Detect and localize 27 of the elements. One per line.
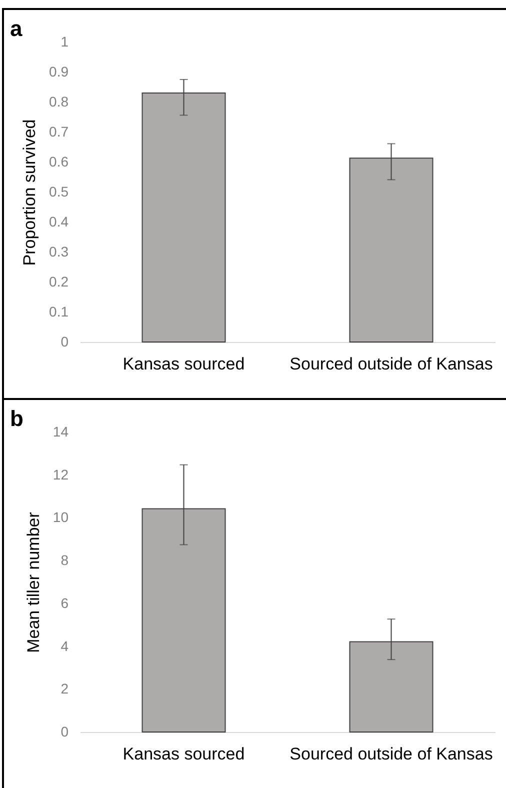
x-tick-label: Kansas sourced bbox=[122, 354, 245, 374]
y-tick-label: 0 bbox=[60, 334, 69, 350]
y-tick-label: 10 bbox=[52, 509, 69, 526]
y-tick-label: 14 bbox=[52, 424, 69, 440]
chart-title: a bbox=[10, 16, 23, 41]
y-tick-label: 0.2 bbox=[49, 274, 69, 290]
y-tick-label: 1 bbox=[60, 34, 69, 50]
y-tick-label: 4 bbox=[60, 638, 69, 654]
x-tick-label: Sourced outside of Kansas bbox=[290, 744, 493, 764]
y-tick-label: 0.8 bbox=[49, 94, 69, 110]
y-tick-label: 0 bbox=[60, 724, 69, 740]
y-tick-label: 0.6 bbox=[49, 154, 69, 170]
y-axis-title: Proportion survived bbox=[20, 119, 40, 266]
y-tick-label: 0.1 bbox=[49, 304, 69, 320]
y-tick-label: 2 bbox=[60, 680, 69, 697]
y-tick-label: 0.9 bbox=[49, 64, 69, 80]
y-tick-label: 12 bbox=[52, 466, 69, 482]
y-tick-label: 8 bbox=[60, 552, 69, 568]
y-tick-label: 0.5 bbox=[49, 184, 69, 200]
chart-title: b bbox=[10, 406, 24, 431]
y-tick-label: 0.4 bbox=[49, 214, 69, 230]
y-tick-label: 0.3 bbox=[49, 244, 69, 260]
y-tick-label: 6 bbox=[60, 594, 69, 611]
y-axis-title: Mean tiller number bbox=[24, 512, 43, 653]
x-tick-label: Sourced outside of Kansas bbox=[290, 354, 493, 374]
x-tick-label: Kansas sourced bbox=[122, 744, 245, 764]
y-tick-label: 0.7 bbox=[49, 124, 69, 140]
